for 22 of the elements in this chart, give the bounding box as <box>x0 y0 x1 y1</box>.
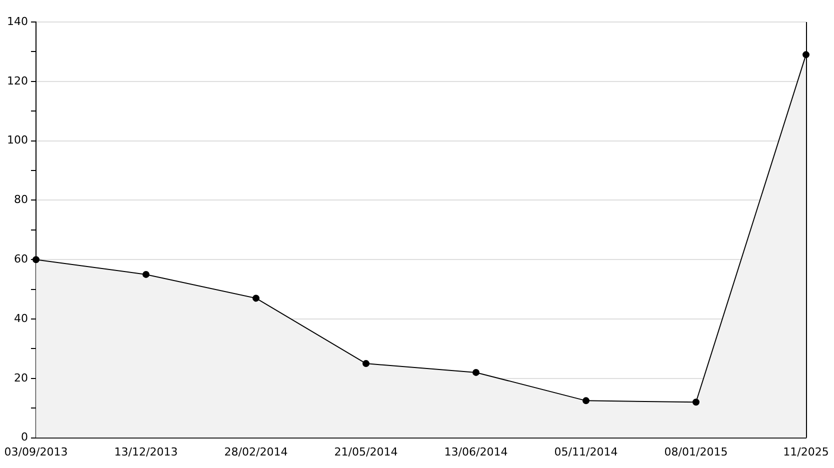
point <box>692 398 700 406</box>
x-tick-label: 05/11/2014 <box>554 445 618 458</box>
x-tick-label: 13/06/2014 <box>444 445 508 458</box>
x-tick-label: 13/12/2013 <box>114 445 178 458</box>
y-tick-label: 60 <box>14 252 28 266</box>
point <box>142 270 150 278</box>
y-tick-label: 20 <box>14 371 28 384</box>
x-tick-label: 28/02/2014 <box>224 445 288 458</box>
point <box>472 368 480 376</box>
x-tick-label: 11/2025 <box>783 445 829 458</box>
y-tick-label: 40 <box>14 312 28 325</box>
y-tick-label: 140 <box>6 14 28 28</box>
y-tick-label: 100 <box>6 134 28 147</box>
x-tick-label: 21/05/2014 <box>334 445 398 458</box>
point <box>582 397 590 404</box>
x-tick-label: 03/09/2013 <box>4 445 68 458</box>
y-tick-label: 80 <box>14 193 28 206</box>
point <box>362 360 370 368</box>
x-tick-label: 08/01/2015 <box>664 445 728 458</box>
point <box>252 294 260 302</box>
y-tick-label: 120 <box>6 74 28 88</box>
y-tick-label: 0 <box>20 430 28 444</box>
